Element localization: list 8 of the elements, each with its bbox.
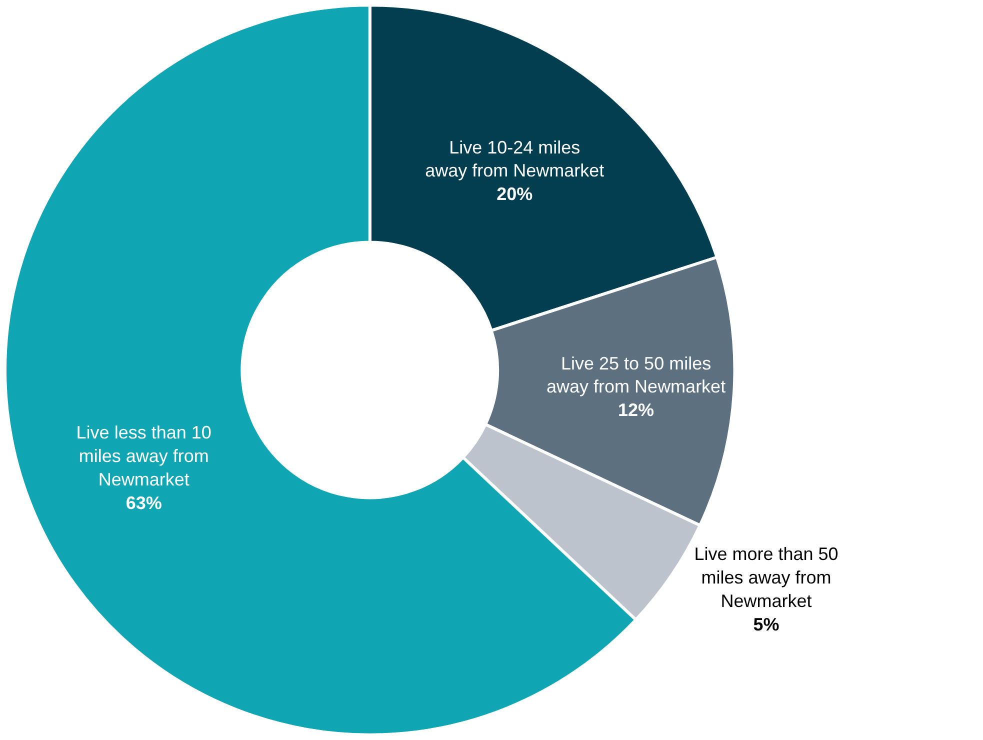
slice-label: Live less than 10 miles away from Newmarket	[76, 422, 212, 490]
slice-label: Live 10-24 miles away from Newmarket	[425, 137, 604, 181]
data-label: 20%	[496, 184, 533, 204]
data-label: 63%	[126, 492, 162, 513]
data-label: 12%	[618, 400, 654, 420]
slice-label: Live 25 to 50 miles away from Newmarket	[546, 353, 726, 397]
data-label: 5%	[753, 614, 780, 634]
slice-label: Live more than 50 miles away from Newmarket	[694, 544, 838, 612]
